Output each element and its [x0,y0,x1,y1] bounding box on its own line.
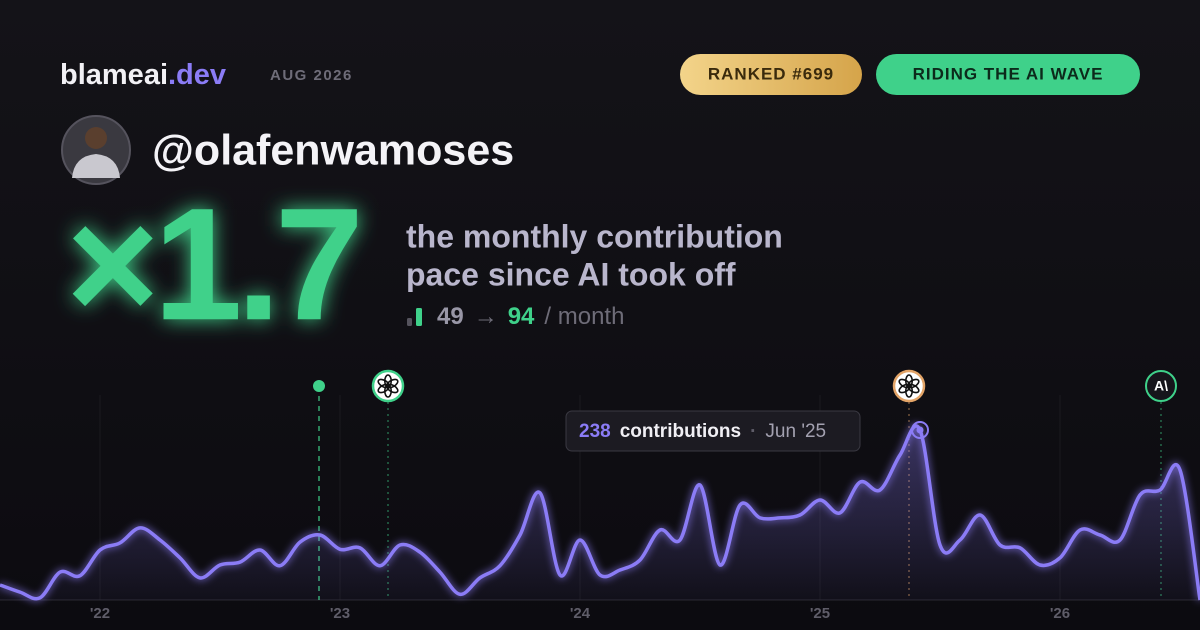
area [0,425,1200,600]
pace-to: 94 [508,303,535,330]
brand-name: blameai [60,59,168,91]
tooltip-value: 238 [579,421,611,442]
avatar [61,115,131,185]
tooltip-separator: · [750,421,756,442]
event-icon-petal [377,378,390,389]
tooltip: 238 contributions · Jun '25 [579,421,826,442]
multiplier: ×1.7 [66,174,358,353]
x-tick-label: '22 [90,605,110,622]
event-icon [892,369,926,403]
x-tick-label: '26 [1050,605,1070,622]
tooltip-label: contributions [620,421,741,442]
handle: @olafenwamoses [152,126,514,174]
pace-from: 49 [437,303,464,330]
wave-badge-text: RIDING THE AI WAVE [913,64,1104,83]
rank-badge-text: RANKED #699 [708,64,834,83]
highlight-ring [911,421,929,439]
chart: '22 '23 '24 '25 '26 A\ 238 contributions · Jun '2… [0,369,1200,622]
event-icon-petal [898,378,911,389]
line [0,424,1200,601]
arrow: → [474,303,498,330]
x-tick-label: '23 [330,605,350,622]
event-icon-text: A\ [1154,378,1168,394]
tooltip-date: Jun '25 [765,421,826,442]
rank-badge [680,54,862,95]
pace: 49 → 94 / month [437,303,624,330]
unit: / month [544,303,624,330]
description-line: the monthly contribution [406,218,783,254]
date: AUG 2026 [270,67,353,84]
brand: blameai.dev [60,59,226,91]
x-tick-label: '24 [570,605,591,622]
event-icon [1145,370,1177,402]
tooltip-box [565,410,861,452]
bar-icon [416,308,422,326]
highlight-dot [916,426,924,434]
x-tick-label: '25 [810,605,830,622]
bar-icon [407,318,412,326]
event-icon [371,369,405,403]
wave-badge [876,54,1140,95]
brand-suffix: .dev [168,59,226,91]
description-line: pace since AI took off [406,256,736,292]
event-dot [313,380,325,392]
